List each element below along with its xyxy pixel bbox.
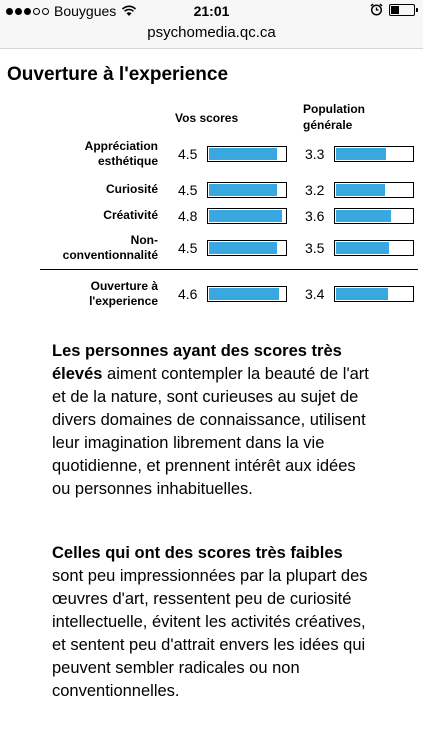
- your-score-fill: [209, 148, 277, 160]
- population-score-value: 3.2: [305, 182, 325, 198]
- population-score-fill: [336, 288, 388, 300]
- your-score-fill: [209, 242, 277, 254]
- score-row: Non-conventionnalité 4.5 3.5: [0, 232, 423, 264]
- total-score-row: Ouverture à l'experience 4.6 3.4: [0, 278, 423, 310]
- column-header-population: Population générale: [303, 101, 365, 133]
- your-score-value: 4.5: [178, 146, 198, 162]
- your-score-fill: [209, 288, 279, 300]
- score-row: Appréciation esthétique 4.5 3.3: [0, 138, 423, 170]
- population-score-value: 3.3: [305, 146, 325, 162]
- page-title: Ouverture à l'experience: [7, 64, 229, 85]
- score-label-line1: Appréciation: [84, 139, 158, 153]
- population-score-bar: [334, 286, 414, 302]
- low-scores-paragraph: Celles qui ont des scores très faibles s…: [52, 542, 372, 703]
- signal-icon: [6, 7, 49, 15]
- column-header-population-line1: Population: [303, 102, 365, 116]
- score-label-line1: Curiosité: [105, 182, 158, 196]
- address-bar[interactable]: psychomedia.qc.ca: [0, 22, 423, 49]
- alarm-clock-icon: [370, 3, 383, 16]
- population-score-value: 3.6: [305, 208, 325, 224]
- population-score-fill: [336, 184, 385, 196]
- score-label-line2: conventionnalité: [62, 248, 158, 262]
- status-bar: Bouygues 21:01: [0, 0, 423, 22]
- score-label-line1: Ouverture à: [90, 279, 158, 293]
- carrier-name: Bouygues: [54, 3, 117, 19]
- wifi-icon: [122, 5, 137, 16]
- population-score-fill: [336, 242, 389, 254]
- column-header-your-scores: Vos scores: [175, 111, 239, 125]
- your-score-value: 4.8: [178, 208, 198, 224]
- battery-level: [391, 5, 399, 14]
- high-scores-paragraph: Les personnes ayant des scores très élev…: [52, 340, 372, 501]
- your-score-value: 4.5: [178, 240, 198, 256]
- high-scores-lead: Les personnes ayant des scores très élev…: [52, 342, 342, 383]
- high-scores-text: aiment contempler la beauté de l'art et …: [52, 365, 369, 498]
- your-score-bar: [207, 182, 287, 198]
- your-score-value: 4.6: [178, 286, 198, 302]
- score-label: Curiosité: [8, 182, 158, 197]
- low-scores-lead: Celles qui ont des scores très faibles: [52, 544, 343, 562]
- population-score-bar: [334, 182, 414, 198]
- score-label-line1: Non-: [130, 233, 158, 247]
- your-score-bar: [207, 240, 287, 256]
- score-label-line2: esthétique: [97, 154, 158, 168]
- your-score-value: 4.5: [178, 182, 198, 198]
- battery-icon: [389, 3, 418, 16]
- divider: [40, 269, 418, 270]
- score-label-line2: l'experience: [89, 294, 158, 308]
- low-scores-text: sont peu impressionnées par la plupart d…: [52, 567, 368, 700]
- population-score-bar: [334, 240, 414, 256]
- your-score-bar: [207, 146, 287, 162]
- score-label: Appréciation esthétique: [8, 139, 158, 169]
- population-score-value: 3.4: [305, 286, 325, 302]
- population-score-value: 3.5: [305, 240, 325, 256]
- population-score-fill: [336, 148, 386, 160]
- score-label: Ouverture à l'experience: [8, 279, 158, 309]
- score-row: Créativité 4.8 3.6: [0, 200, 423, 232]
- column-header-population-line2: générale: [303, 118, 353, 132]
- score-label-line1: Créativité: [103, 208, 158, 222]
- population-score-bar: [334, 208, 414, 224]
- population-score-bar: [334, 146, 414, 162]
- your-score-bar: [207, 208, 287, 224]
- score-row: Curiosité 4.5 3.2: [0, 174, 423, 206]
- clock: 21:01: [193, 3, 230, 19]
- score-label: Créativité: [8, 208, 158, 223]
- population-score-fill: [336, 210, 391, 222]
- score-label: Non-conventionnalité: [8, 233, 158, 263]
- your-score-fill: [209, 210, 282, 222]
- carrier-info: Bouygues: [6, 3, 137, 19]
- your-score-fill: [209, 184, 277, 196]
- your-score-bar: [207, 286, 287, 302]
